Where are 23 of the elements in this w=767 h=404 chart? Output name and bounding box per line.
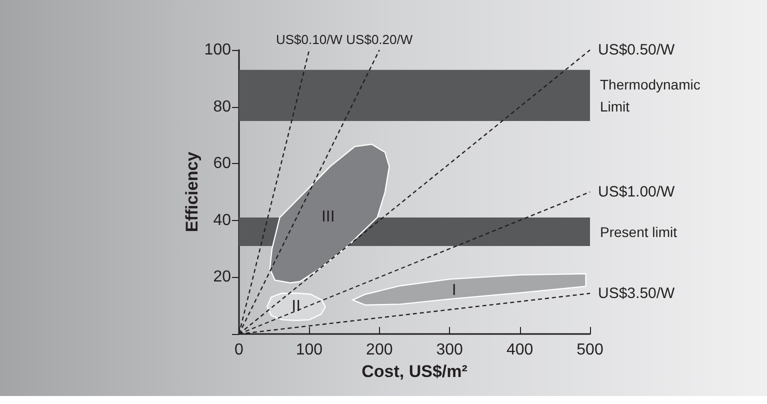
x-tick-label: 0 (234, 342, 244, 358)
y-tick-label: 40 (213, 212, 232, 229)
y-tick-label: 20 (213, 268, 232, 286)
series-label: II (292, 298, 301, 316)
x-axis-title: Cost, US$/m² (362, 362, 468, 381)
x-tick-label: 500 (576, 342, 604, 358)
series-label: US$0.20/W (346, 32, 414, 47)
series-label: US$1.00/W (598, 184, 676, 200)
y-tick-label: 60 (213, 155, 232, 172)
series-label: I (452, 282, 456, 299)
series-label: US$3.50/W (598, 284, 676, 302)
y-axis-title: Efficiency (182, 151, 202, 232)
series-label: US$0.50/W (598, 42, 676, 58)
band-label: Thermodynamic Limit (600, 76, 704, 114)
series-label: US$0.10/W (276, 32, 344, 47)
x-tick-label: 100 (296, 342, 323, 358)
band-label: Present limit (600, 224, 678, 240)
series-label: III (321, 208, 335, 226)
y-tick-label: 80 (213, 98, 232, 116)
x-tick-label: 200 (366, 342, 393, 358)
y-tick-label: 100 (204, 42, 232, 58)
x-tick-label: 300 (436, 342, 464, 358)
x-tick-label: 400 (506, 342, 534, 358)
